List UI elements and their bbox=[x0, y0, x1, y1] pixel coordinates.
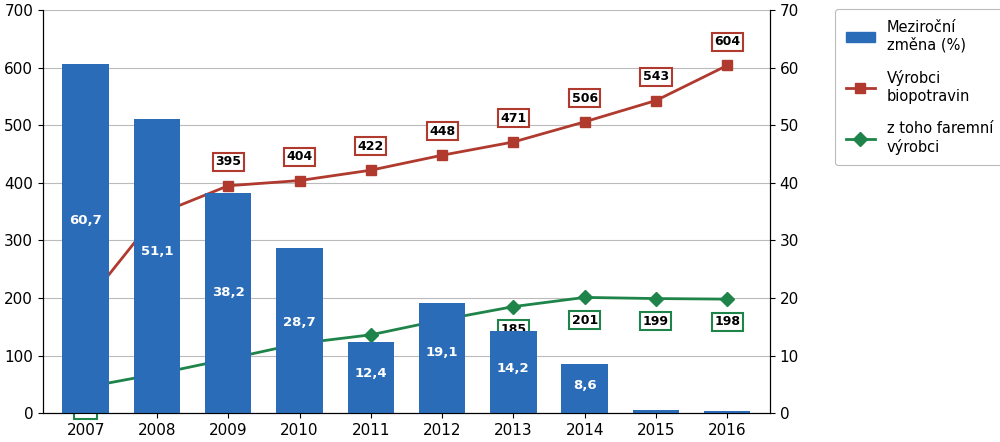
Výrobci
biopotravin bbox=[650, 98, 662, 103]
Text: 185: 185 bbox=[500, 323, 526, 336]
Výrobci
biopotravin bbox=[151, 212, 163, 217]
z toho faremní
výrobci bbox=[650, 296, 662, 301]
z toho faremní
výrobci bbox=[579, 295, 591, 300]
Výrobci
biopotravin bbox=[579, 119, 591, 125]
z toho faremní
výrobci bbox=[436, 317, 448, 323]
Výrobci
biopotravin bbox=[222, 183, 234, 188]
z toho faremní
výrobci bbox=[151, 371, 163, 377]
Text: 94: 94 bbox=[220, 375, 237, 388]
Text: 51,1: 51,1 bbox=[141, 245, 173, 258]
Text: 28,7: 28,7 bbox=[283, 316, 316, 329]
Text: 604: 604 bbox=[714, 35, 740, 48]
Text: 12,4: 12,4 bbox=[354, 367, 387, 381]
Text: 38,2: 38,2 bbox=[212, 286, 245, 299]
Výrobci
biopotravin bbox=[721, 63, 733, 68]
Text: 345: 345 bbox=[144, 184, 170, 197]
z toho faremní
výrobci bbox=[507, 304, 519, 309]
Text: 422: 422 bbox=[358, 140, 384, 153]
z toho faremní
výrobci bbox=[365, 332, 377, 338]
Text: 404: 404 bbox=[286, 150, 313, 163]
Text: 136: 136 bbox=[358, 351, 384, 364]
Text: 543: 543 bbox=[643, 70, 669, 83]
Text: 121: 121 bbox=[286, 360, 313, 373]
Legend: Meziroční
změna (%), Výrobci
biopotravin, z toho faremní
výrobci: Meziroční změna (%), Výrobci biopotravin… bbox=[835, 9, 1000, 165]
Text: 506: 506 bbox=[572, 91, 598, 105]
Text: 68: 68 bbox=[148, 390, 166, 403]
Bar bbox=[419, 303, 465, 413]
z toho faremní
výrobci bbox=[222, 356, 234, 362]
Bar bbox=[62, 64, 109, 413]
Výrobci
biopotravin bbox=[80, 301, 92, 306]
Výrobci
biopotravin bbox=[294, 178, 306, 183]
Výrobci
biopotravin bbox=[436, 152, 448, 158]
Výrobci
biopotravin bbox=[365, 168, 377, 173]
Line: z toho faremní
výrobci: z toho faremní výrobci bbox=[81, 293, 732, 392]
Bar bbox=[134, 119, 180, 413]
Bar bbox=[348, 342, 394, 413]
Text: 162: 162 bbox=[429, 336, 455, 349]
z toho faremní
výrobci bbox=[294, 341, 306, 346]
Text: 8,6: 8,6 bbox=[573, 379, 596, 392]
Bar bbox=[276, 248, 323, 413]
Bar bbox=[704, 411, 750, 413]
Výrobci
biopotravin bbox=[507, 139, 519, 145]
Bar bbox=[490, 332, 537, 413]
Bar bbox=[205, 193, 251, 413]
Bar bbox=[561, 364, 608, 413]
Bar bbox=[633, 410, 679, 413]
Text: 19,1: 19,1 bbox=[426, 346, 458, 359]
Text: 190: 190 bbox=[73, 274, 99, 286]
Text: 201: 201 bbox=[572, 313, 598, 327]
Line: Výrobci
biopotravin: Výrobci biopotravin bbox=[81, 61, 732, 309]
Text: 60,7: 60,7 bbox=[69, 214, 102, 228]
Text: 471: 471 bbox=[500, 112, 526, 125]
z toho faremní
výrobci bbox=[80, 385, 92, 390]
Text: 448: 448 bbox=[429, 125, 455, 138]
z toho faremní
výrobci bbox=[721, 297, 733, 302]
Text: 199: 199 bbox=[643, 315, 669, 328]
Text: 45: 45 bbox=[77, 404, 94, 416]
Text: 395: 395 bbox=[215, 156, 241, 168]
Text: 198: 198 bbox=[714, 315, 740, 328]
Text: 14,2: 14,2 bbox=[497, 362, 530, 375]
